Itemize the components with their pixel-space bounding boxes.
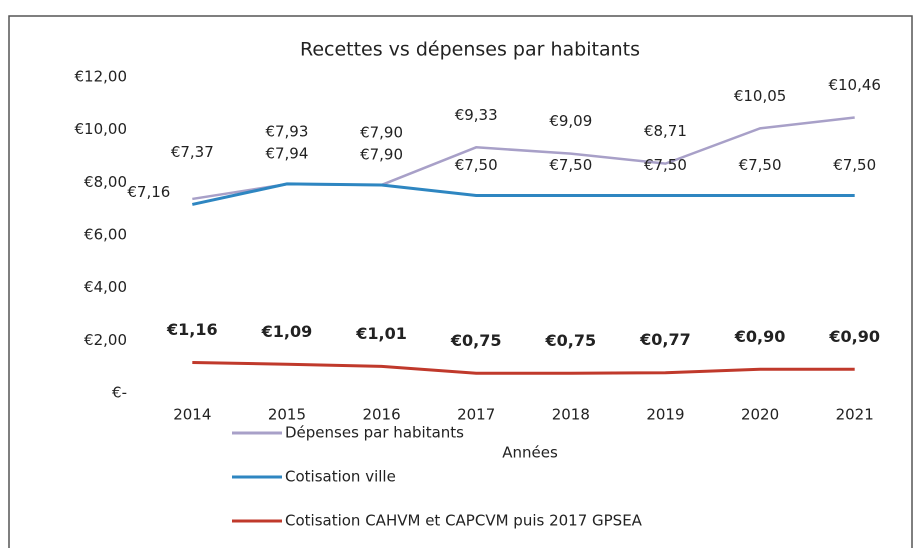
y-tick-label: €4,00	[84, 278, 127, 296]
data-label: €0,77	[639, 330, 691, 349]
data-label: €0,90	[734, 327, 786, 346]
y-tick-label: €12,00	[75, 68, 128, 86]
data-label: €0,75	[450, 331, 502, 350]
series-line	[192, 360, 855, 375]
x-tick-label: 2020	[741, 406, 779, 424]
data-label: €7,50	[549, 156, 592, 174]
chart-title: Recettes vs dépenses par habitants	[300, 39, 640, 61]
data-label: €7,37	[171, 143, 214, 161]
data-label: €7,50	[833, 156, 876, 174]
series-line	[191, 182, 855, 206]
legend-label: Dépenses par habitants	[285, 424, 464, 442]
x-axis-title: Années	[502, 444, 558, 462]
data-label: €7,90	[360, 145, 403, 163]
y-tick-label: €6,00	[84, 226, 127, 244]
data-label: €1,01	[355, 324, 407, 343]
y-tick-label: €-	[112, 384, 127, 402]
data-label: €1,09	[261, 322, 313, 341]
data-label: €7,93	[265, 122, 308, 140]
y-tick-label: €2,00	[84, 331, 127, 349]
data-label: €7,90	[360, 123, 403, 141]
data-label: €0,75	[545, 331, 597, 350]
data-label: €0,90	[828, 327, 880, 346]
data-label: €9,33	[455, 106, 498, 124]
legend-label: Cotisation CAHVM et CAPCVM puis 2017 GPS…	[285, 512, 643, 530]
data-label: €7,16	[127, 183, 170, 201]
data-label: €10,05	[734, 87, 787, 105]
data-label: €7,50	[739, 156, 782, 174]
x-tick-label: 2021	[836, 406, 874, 424]
data-label: €7,50	[455, 156, 498, 174]
data-label: €1,16	[166, 320, 218, 339]
y-tick-label: €10,00	[75, 120, 128, 138]
x-tick-label: 2019	[646, 406, 684, 424]
x-tick-label: 2017	[457, 406, 495, 424]
data-label: €9,09	[549, 112, 592, 130]
data-label: €8,71	[644, 122, 687, 140]
data-label: €10,46	[828, 76, 881, 94]
x-tick-label: 2018	[552, 406, 590, 424]
chart-frame	[8, 15, 913, 548]
legend-label: Cotisation ville	[285, 468, 396, 486]
data-label: €7,50	[644, 156, 687, 174]
data-label: €7,94	[265, 144, 308, 162]
x-tick-label: 2014	[173, 406, 211, 424]
x-tick-label: 2016	[362, 406, 400, 424]
y-tick-label: €8,00	[84, 173, 127, 191]
x-tick-label: 2015	[268, 406, 306, 424]
